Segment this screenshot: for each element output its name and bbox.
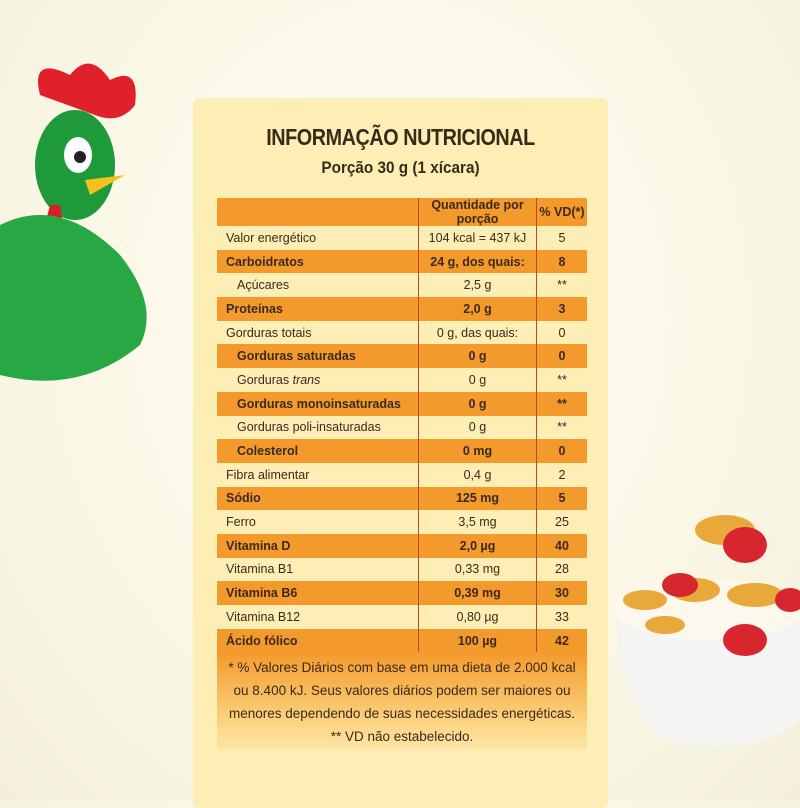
- nutrient-vd: 33: [536, 605, 587, 629]
- table-row: Ferro 3,5 mg 25: [217, 510, 587, 534]
- nutrient-amount: 0 g: [418, 344, 537, 369]
- nutrient-vd: 40: [536, 533, 587, 558]
- nutrient-vd: 5: [536, 226, 587, 250]
- nutrient-amount: 0 g: [418, 368, 537, 392]
- table-row: Valor energético 104 kcal = 437 kJ 5: [217, 226, 587, 250]
- table-row: Ácido fólico 100 µg 42: [217, 628, 587, 653]
- nutrient-vd: 0: [536, 344, 587, 369]
- nutrient-label: Vitamina B12: [226, 609, 301, 624]
- footnote-line: menores dependendo de suas necessidades …: [229, 706, 575, 721]
- nutrient-amount: 125 mg: [418, 486, 537, 511]
- table-row: Açúcares 2,5 g **: [217, 273, 587, 298]
- table-row: Gorduras trans 0 g **: [217, 368, 587, 392]
- nutrient-vd: 5: [536, 486, 587, 511]
- nutrient-vd: 28: [536, 557, 587, 582]
- cereal-bowl-image: [615, 515, 800, 747]
- nutrient-amount: 104 kcal = 437 kJ: [418, 226, 537, 250]
- table-row: Carboidratos 24 g, dos quais: 8: [217, 249, 587, 274]
- footnote-line: ** VD não estabelecido.: [330, 729, 474, 744]
- nutrient-vd: 25: [536, 510, 587, 534]
- nutrient-amount: 0,33 mg: [418, 557, 537, 582]
- nutrient-vd: **: [536, 273, 587, 298]
- header-amount: Quantidade por porção: [418, 198, 537, 226]
- nutrient-label: Valor energético: [226, 230, 317, 245]
- nutrient-amount: 0 g: [418, 391, 537, 416]
- nutrient-amount: 2,0 g: [418, 297, 537, 321]
- nutrition-table: Quantidade por porção % VD(*) Valor ener…: [217, 198, 587, 653]
- nutrient-label: Ácido fólico: [217, 628, 419, 653]
- serving-size: Porção 30 g (1 xícara): [321, 158, 480, 177]
- nutrient-amount: 0 g: [418, 415, 537, 440]
- nutrient-amount: 0 g, das quais:: [418, 320, 537, 345]
- table-row: Gorduras poli-insaturadas 0 g **: [217, 415, 587, 440]
- nutrient-amount: 3,5 mg: [418, 510, 537, 534]
- table-row: Colesterol 0 mg 0: [217, 439, 587, 463]
- nutrient-label: Gorduras totais: [226, 325, 312, 340]
- rooster-mascot-image: [0, 63, 147, 381]
- nutrient-label: Gorduras trans: [237, 372, 321, 387]
- nutrient-label: Açúcares: [237, 278, 290, 293]
- nutrient-label: Colesterol: [217, 439, 419, 463]
- nutrient-amount: 100 µg: [418, 628, 537, 653]
- nutrient-vd: 0: [536, 320, 587, 345]
- nutrient-vd: 0: [536, 439, 587, 463]
- nutrient-vd: **: [536, 391, 587, 416]
- nutrient-label: Vitamina D: [217, 533, 419, 558]
- footnote-line: * % Valores Diários com base em uma diet…: [228, 660, 576, 675]
- nutrient-amount: 2,5 g: [418, 273, 537, 298]
- nutrient-label: Gorduras monoinsaturadas: [217, 391, 419, 416]
- panel-title: INFORMAÇÃO NUTRICIONAL: [266, 124, 535, 150]
- nutrient-label: Sódio: [217, 486, 419, 511]
- nutrient-vd: 3: [536, 297, 587, 321]
- nutrient-amount: 0,80 µg: [418, 605, 537, 629]
- nutrient-amount: 0,39 mg: [418, 581, 537, 605]
- footnote: * % Valores Diários com base em uma diet…: [217, 652, 587, 750]
- nutrient-amount: 2,0 µg: [418, 533, 537, 558]
- nutrient-vd: **: [536, 415, 587, 440]
- header-nutrient: [217, 198, 419, 226]
- nutrient-label: Ferro: [226, 515, 256, 530]
- table-row: Vitamina D 2,0 µg 40: [217, 533, 587, 558]
- footnote-line: ou 8.400 kJ. Seus valores diários podem …: [233, 683, 571, 698]
- nutrient-vd: 8: [536, 249, 587, 274]
- nutrient-label: Proteínas: [217, 297, 419, 321]
- table-row: Vitamina B12 0,80 µg 33: [217, 605, 587, 629]
- nutrient-label: Fibra alimentar: [226, 467, 310, 482]
- table-row: Vitamina B1 0,33 mg 28: [217, 557, 587, 582]
- nutrient-label: Gorduras poli-insaturadas: [237, 420, 381, 435]
- nutrient-label: Gorduras saturadas: [217, 344, 419, 369]
- nutrient-label: Vitamina B6: [217, 581, 419, 605]
- nutrient-vd: 30: [536, 581, 587, 605]
- nutrient-vd: 42: [536, 628, 587, 653]
- table-row: Gorduras monoinsaturadas 0 g **: [217, 391, 587, 416]
- header-vd: % VD(*): [536, 198, 587, 226]
- nutrient-vd: 2: [536, 462, 587, 487]
- nutrient-label: Carboidratos: [217, 249, 419, 274]
- nutrient-label: Vitamina B1: [226, 562, 294, 577]
- nutrition-facts-panel: INFORMAÇÃO NUTRICIONAL Porção 30 g (1 xí…: [193, 98, 608, 808]
- nutrient-amount: 0,4 g: [418, 462, 537, 487]
- nutrient-amount: 24 g, dos quais:: [418, 249, 537, 274]
- nutrient-amount: 0 mg: [418, 439, 537, 463]
- table-row: Sódio 125 mg 5: [217, 486, 587, 511]
- nutrient-vd: **: [536, 368, 587, 392]
- table-row: Gorduras totais 0 g, das quais: 0: [217, 320, 587, 345]
- table-row: Vitamina B6 0,39 mg 30: [217, 581, 587, 605]
